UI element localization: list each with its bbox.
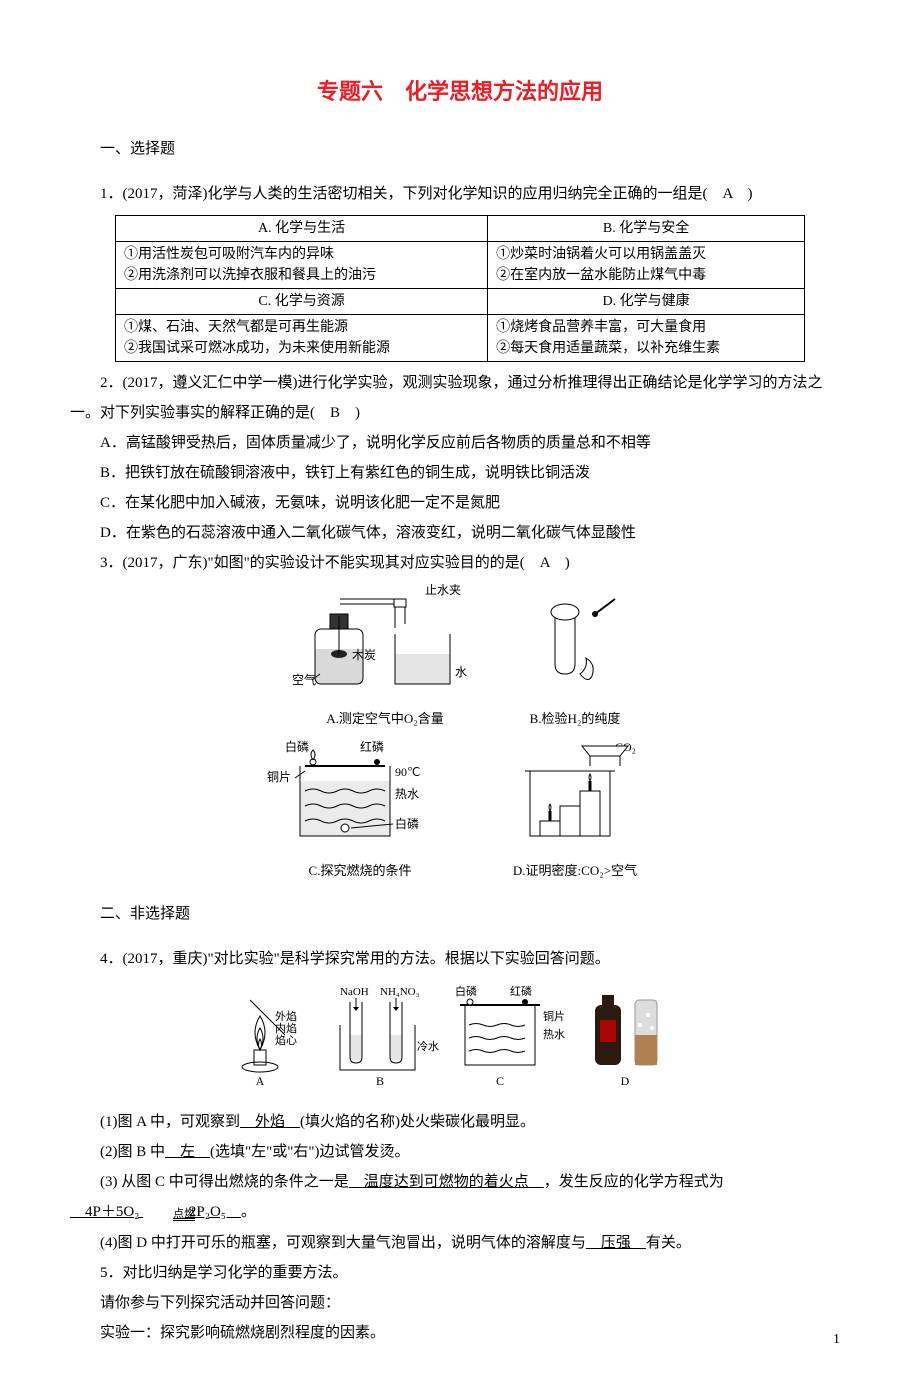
q3-caption-C: C.探究燃烧的条件 — [309, 858, 412, 884]
svg-text:B: B — [376, 1074, 384, 1088]
diagram-icon: 止水夹 空气 木炭 — [290, 584, 480, 704]
q4-1-answer: 外焰 — [240, 1114, 300, 1130]
q2-opt-C: C．在某化肥中加入碱液，无氨味，说明该化肥一定不是氮肥 — [70, 488, 850, 518]
q4-figure-block: 外焰 内焰 焰心 A NaOH NH₄NO₃ 冷水 B — [70, 980, 850, 1101]
svg-text:D: D — [621, 1074, 630, 1088]
svg-text:红磷: 红磷 — [360, 739, 384, 754]
q4-4-b: 有关。 — [646, 1235, 691, 1251]
diagram-icon: 白磷 红磷 90℃ 铜片 — [265, 736, 455, 856]
q3-caption-D: D.证明密度:CO₂>空气 — [513, 858, 637, 884]
svg-text:止水夹: 止水夹 — [425, 584, 461, 597]
q1-table: A. 化学与生活 B. 化学与安全 ①用活性炭包可吸附汽车内的异味 ②用洗涤剂可… — [115, 215, 805, 362]
reaction-condition: 点燃 — [173, 1208, 195, 1221]
page-number: 1 — [833, 1326, 840, 1354]
svg-text:NH₄NO₃: NH₄NO₃ — [380, 986, 420, 998]
reaction-arrow: 点燃 — [143, 1198, 185, 1228]
section-2-heading: 二、非选择题 — [70, 899, 850, 929]
q4-3-answer2: 4P＋5O₂ 点燃 2P₂O₅ — [70, 1204, 241, 1220]
svg-text:90℃: 90℃ — [395, 765, 420, 779]
q4-4-answer: 压强 — [586, 1235, 646, 1251]
q1-cell-A-head: A. 化学与生活 — [116, 216, 488, 242]
q1-cell-D-body: ①烧烤食品营养丰富，可大量食用 ②每天食用适量蔬菜，以补充维生素 — [488, 315, 805, 362]
q3-caption-A: A.测定空气中O₂含量 — [326, 706, 444, 732]
svg-text:铜片: 铜片 — [267, 769, 291, 784]
reaction-rhs: 2P₂O₅ — [189, 1204, 241, 1220]
svg-text:白磷: 白磷 — [395, 816, 419, 831]
q2-stem: 2．(2017，遵义汇仁中学一模)进行化学实验，观测实验现象，通过分析推理得出正… — [70, 368, 850, 428]
q1-cell-A-body: ①用活性炭包可吸附汽车内的异味 ②用洗涤剂可以洗掉衣服和餐具上的油污 — [116, 242, 488, 289]
svg-text:热水: 热水 — [395, 787, 419, 801]
q2-opt-D: D．在紫色的石蕊溶液中通入二氧化碳气体，溶液变红，说明二氧化碳气体显酸性 — [70, 518, 850, 548]
q2-opt-B: B．把铁钉放在硫酸铜溶液中，铁钉上有紫红色的铜生成，说明铁比铜活泼 — [70, 458, 850, 488]
svg-text:水: 水 — [455, 665, 467, 679]
q3-fig-A: 止水夹 空气 木炭 — [290, 584, 480, 732]
q4-sub4: (4)图 D 中打开可乐的瓶塞，可观察到大量气泡冒出，说明气体的溶解度与 压强 … — [70, 1228, 850, 1258]
q4-2-b: (选填"左"或"右")边试管发烫。 — [210, 1144, 409, 1160]
q3-figure-block: 止水夹 空气 木炭 — [70, 584, 850, 884]
reaction-lhs: 4P＋5O₂ — [70, 1204, 139, 1220]
q4-3-b: ，发生反应的化学方程式为 — [544, 1174, 724, 1190]
q1-cell-C-head: C. 化学与资源 — [116, 289, 488, 315]
q3-caption-B: B.检验H₂的纯度 — [530, 706, 621, 732]
svg-text:A: A — [256, 1074, 265, 1088]
q4-3-answer1: 温度达到可燃物的着火点 — [349, 1174, 544, 1190]
page-title: 专题六 化学思想方法的应用 — [70, 70, 850, 114]
q4-4-a: (4)图 D 中打开可乐的瓶塞，可观察到大量气泡冒出，说明气体的溶解度与 — [100, 1235, 586, 1251]
q1-stem: 1．(2017，菏泽)化学与人类的生活密切相关，下列对化学知识的应用归纳完全正确… — [70, 179, 850, 209]
svg-text:红磷: 红磷 — [510, 985, 532, 998]
svg-text:铜片: 铜片 — [543, 1009, 565, 1023]
q4-2-a: (2)图 B 中 — [100, 1144, 165, 1160]
svg-text:木炭: 木炭 — [352, 648, 376, 662]
q4-3-c: 。 — [241, 1204, 256, 1220]
q1-cell-B-head: B. 化学与安全 — [488, 216, 805, 242]
q4-2-answer: 左 — [165, 1144, 210, 1160]
q1-cell-B-body: ①炒菜时油锅着火可以用锅盖盖灭 ②在室内放一盆水能防止煤气中毒 — [488, 242, 805, 289]
svg-text:白磷: 白磷 — [455, 984, 477, 998]
q5-line1: 5．对比归纳是学习化学的重要方法。 — [70, 1258, 850, 1288]
q1-cell-D-head: D. 化学与健康 — [488, 289, 805, 315]
svg-text:NaOH: NaOH — [340, 986, 369, 998]
q3-stem: 3．(2017，广东)"如图"的实验设计不能实现其对应实验目的的是( A ) — [70, 548, 850, 578]
q1-cell-C-body: ①煤、石油、天然气都是可再生能源 ②我国试采可燃冰成功，为未来使用新能源 — [116, 315, 488, 362]
q3-fig-D: CO₂ D.证 — [495, 736, 655, 884]
svg-text:白磷: 白磷 — [285, 739, 309, 754]
q4-1-a: (1)图 A 中，可观察到 — [100, 1114, 240, 1130]
diagram-icon — [520, 584, 630, 704]
diagram-icon: 外焰 内焰 焰心 A NaOH NH₄NO₃ 冷水 B — [230, 980, 690, 1090]
q2-opt-A: A．高锰酸钾受热后，固体质量减少了，说明化学反应前后各物质的质量总和不相等 — [70, 428, 850, 458]
svg-text:C: C — [496, 1074, 504, 1088]
q5-line3: 实验一：探究影响硫燃烧剧烈程度的因素。 — [70, 1318, 850, 1348]
q4-3-a: (3) 从图 C 中可得出燃烧的条件之一是 — [100, 1174, 349, 1190]
q3-fig-C: 白磷 红磷 90℃ 铜片 — [265, 736, 455, 884]
section-1-heading: 一、选择题 — [70, 134, 850, 164]
svg-text:冷水: 冷水 — [417, 1040, 439, 1053]
diagram-icon: CO₂ — [495, 736, 655, 856]
q4-sub2: (2)图 B 中 左 (选填"左"或"右")边试管发烫。 — [70, 1137, 850, 1167]
svg-text:热水: 热水 — [543, 1028, 565, 1041]
q4-1-b: (填火焰的名称)处火柴碳化最明显。 — [300, 1114, 535, 1130]
q4-sub1: (1)图 A 中，可观察到 外焰 (填火焰的名称)处火柴碳化最明显。 — [70, 1107, 850, 1137]
svg-text:焰心: 焰心 — [275, 1033, 297, 1047]
q3-fig-B: B.检验H₂的纯度 — [520, 584, 630, 732]
q4-stem: 4．(2017，重庆)"对比实验"是科学探究常用的方法。根据以下实验回答问题。 — [70, 944, 850, 974]
svg-text:外焰: 外焰 — [275, 1009, 297, 1023]
q4-sub3: (3) 从图 C 中可得出燃烧的条件之一是 温度达到可燃物的着火点 ，发生反应的… — [70, 1167, 850, 1228]
